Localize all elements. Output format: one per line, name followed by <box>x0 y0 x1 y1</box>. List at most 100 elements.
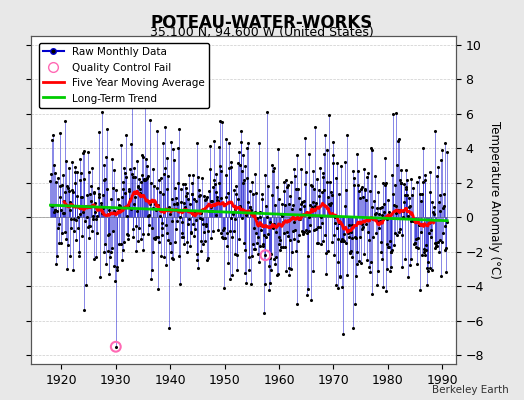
Point <box>270 256 278 263</box>
Point <box>85 168 94 175</box>
Point <box>63 242 72 249</box>
Point <box>330 232 338 239</box>
Point <box>90 256 98 262</box>
Point <box>113 263 121 270</box>
Point <box>75 177 84 183</box>
Point <box>111 278 119 284</box>
Point <box>155 176 163 183</box>
Point <box>309 198 318 205</box>
Point <box>100 177 108 183</box>
Point <box>419 145 428 151</box>
Point <box>104 207 113 214</box>
Point <box>417 228 425 235</box>
Point <box>162 155 171 162</box>
Point <box>231 206 239 212</box>
Point <box>195 192 203 199</box>
Point <box>185 172 193 178</box>
Point <box>278 219 287 225</box>
Point <box>424 258 432 265</box>
Point <box>198 238 206 244</box>
Point <box>322 250 330 256</box>
Point <box>427 234 435 240</box>
Point <box>433 173 442 179</box>
Point <box>66 199 74 206</box>
Point <box>105 231 113 237</box>
Point <box>131 194 139 200</box>
Point <box>138 152 146 158</box>
Point <box>350 182 358 188</box>
Point <box>150 182 159 189</box>
Point <box>211 200 219 207</box>
Point <box>308 183 316 190</box>
Point <box>191 217 200 223</box>
Point <box>185 243 194 250</box>
Point <box>335 191 343 198</box>
Point <box>56 183 64 189</box>
Point <box>272 254 280 260</box>
Point <box>46 178 54 184</box>
Point <box>307 297 315 304</box>
Point <box>274 146 282 152</box>
Point <box>224 260 233 266</box>
Point <box>418 191 426 198</box>
Point <box>377 212 386 218</box>
Point <box>231 216 239 222</box>
Point <box>96 274 105 280</box>
Point <box>285 201 293 208</box>
Point <box>355 188 363 194</box>
Point <box>152 234 160 240</box>
Point <box>157 220 166 226</box>
Point <box>437 157 445 163</box>
Point <box>322 270 331 277</box>
Point <box>167 139 176 145</box>
Point <box>127 92 136 98</box>
Point <box>190 233 199 240</box>
Point <box>291 226 299 233</box>
Point <box>372 229 380 236</box>
Point <box>201 238 209 244</box>
Point <box>220 285 228 292</box>
Point <box>422 242 431 248</box>
Point <box>305 201 314 208</box>
Point <box>416 191 424 197</box>
Point <box>255 140 263 146</box>
Point <box>119 247 127 253</box>
Point <box>314 224 323 230</box>
Point <box>265 218 274 225</box>
Point <box>269 221 278 228</box>
Point <box>121 170 129 176</box>
Point <box>432 240 441 246</box>
Point <box>370 172 379 179</box>
Point <box>108 245 116 251</box>
Point <box>184 196 192 202</box>
Point <box>110 208 118 214</box>
Point <box>271 228 280 235</box>
Point <box>330 251 339 258</box>
Point <box>415 222 423 228</box>
Point <box>152 128 161 134</box>
Point <box>213 197 221 203</box>
Point <box>406 202 414 209</box>
Point <box>107 249 115 256</box>
Point <box>191 209 199 215</box>
Point <box>99 205 107 212</box>
Point <box>135 224 144 231</box>
Point <box>78 194 86 200</box>
Point <box>72 236 80 243</box>
Point <box>140 176 148 183</box>
Point <box>376 218 384 224</box>
Point <box>116 206 124 212</box>
Point <box>392 110 400 116</box>
Point <box>315 187 323 194</box>
Point <box>89 213 97 220</box>
Point <box>158 232 167 238</box>
Point <box>229 209 237 216</box>
Point <box>300 229 308 236</box>
Point <box>202 221 211 228</box>
Point <box>155 239 163 245</box>
Point <box>388 247 397 254</box>
Point <box>61 229 70 235</box>
Point <box>176 213 184 220</box>
Point <box>246 188 254 194</box>
Point <box>339 331 347 337</box>
